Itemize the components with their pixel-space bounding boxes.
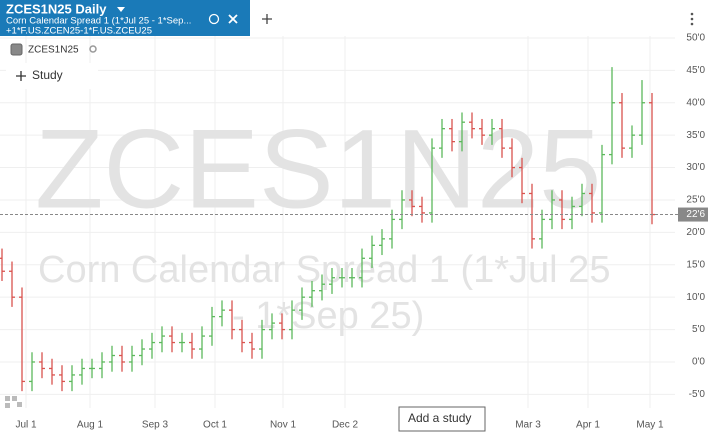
x-tick-label: Jul 1 bbox=[15, 420, 37, 431]
y-tick-label: 45'0 bbox=[686, 65, 705, 76]
header-title: ZCES1N25 Daily bbox=[6, 1, 107, 16]
add-tab[interactable] bbox=[262, 14, 272, 24]
dropdown-icon[interactable] bbox=[117, 7, 125, 12]
watermark-line: - 1*Sep 25) bbox=[232, 295, 424, 337]
settings-icon[interactable] bbox=[89, 45, 97, 53]
y-tick-label: 40'0 bbox=[686, 97, 705, 108]
y-tick-label: 10'0 bbox=[686, 292, 705, 303]
x-tick-label: Sep 3 bbox=[142, 420, 169, 431]
menu-icon[interactable] bbox=[690, 12, 694, 26]
tooltip-text: Add a study bbox=[408, 411, 471, 425]
header-tab[interactable] bbox=[0, 0, 250, 36]
legend-swatch[interactable] bbox=[10, 43, 23, 56]
watermark-symbol: ZCES1N25 bbox=[35, 107, 601, 232]
y-tick-label: 35'0 bbox=[686, 130, 705, 141]
x-tick-label: Apr 1 bbox=[576, 420, 600, 431]
header-formula: +1*F.US.ZCEN25-1*F.US.ZCEU25 bbox=[6, 26, 152, 37]
x-tick-label: Dec 2 bbox=[332, 420, 359, 431]
tooltip bbox=[398, 406, 486, 432]
plus-icon bbox=[16, 71, 26, 81]
x-tick-label: Oct 1 bbox=[203, 420, 227, 431]
y-tick-label: -5'0 bbox=[689, 389, 706, 400]
x-tick-label: Aug 1 bbox=[77, 420, 104, 431]
x-tick-label: Mar 3 bbox=[515, 420, 541, 431]
y-tick-label: 20'0 bbox=[686, 227, 705, 238]
x-tick-label: May 1 bbox=[636, 420, 664, 431]
status-icon[interactable] bbox=[208, 13, 220, 25]
y-tick-label: 0'0 bbox=[692, 357, 705, 368]
y-tick-label: 15'0 bbox=[686, 259, 705, 270]
legend-label: ZCES1N25 bbox=[28, 45, 79, 56]
y-tick-label: 50'0 bbox=[686, 33, 705, 44]
x-tick-label: Nov 1 bbox=[270, 420, 297, 431]
y-tick-label: 5'0 bbox=[692, 324, 705, 335]
header-subtitle: Corn Calendar Spread 1 (1*Jul 25 - 1*Sep… bbox=[6, 16, 191, 27]
logo-icon bbox=[5, 396, 22, 408]
last-price-box bbox=[678, 207, 708, 222]
close-icon[interactable] bbox=[228, 14, 238, 24]
y-tick-label: 30'0 bbox=[686, 162, 705, 173]
y-tick-label: 25'0 bbox=[686, 195, 705, 206]
study-button-label: Study bbox=[32, 68, 63, 82]
last-price-label: 22'6 bbox=[686, 209, 705, 220]
